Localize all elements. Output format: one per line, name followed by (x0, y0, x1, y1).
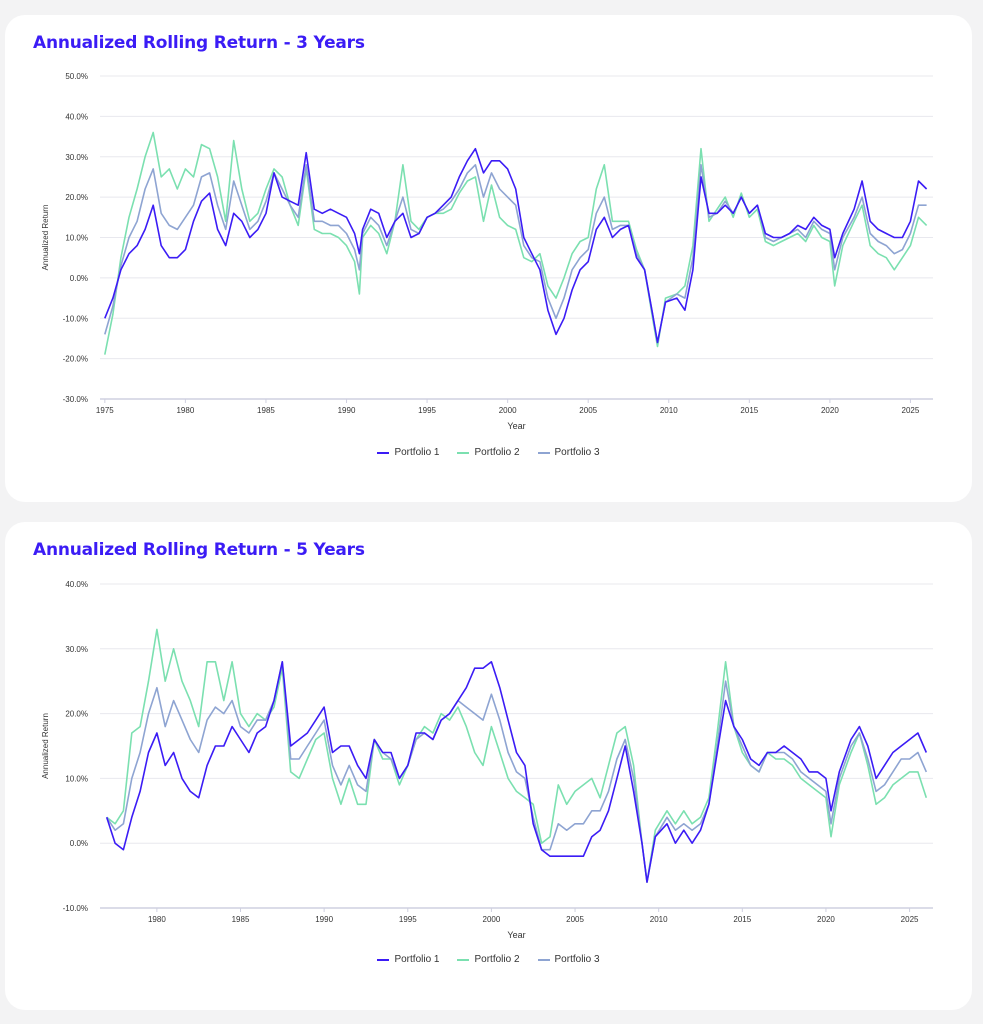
x-tick-label: 1995 (399, 915, 417, 924)
y-tick-label: 20.0% (65, 710, 88, 719)
x-tick-label: 2015 (740, 406, 758, 415)
chart-title: Annualized Rolling Return - 5 Years (33, 540, 365, 560)
x-tick-label: 1980 (176, 406, 194, 415)
y-tick-label: 40.0% (65, 580, 88, 589)
series-line-portfolio-3 (106, 661, 928, 883)
y-tick-label: -20.0% (63, 355, 88, 364)
y-tick-label: 50.0% (65, 72, 88, 81)
chart-card-5-years: Annualized Rolling Return - 5 Years -10.… (5, 522, 972, 1010)
x-tick-label: 2005 (579, 406, 597, 415)
legend: Portfolio 1 Portfolio 2 Portfolio 3 (5, 954, 972, 965)
x-tick-label: 1990 (338, 406, 356, 415)
y-tick-label: -30.0% (63, 395, 88, 404)
y-tick-label: 20.0% (65, 193, 88, 202)
y-tick-label: 30.0% (65, 153, 88, 162)
y-axis-label: Annualized Return (41, 713, 50, 779)
series-line-portfolio-2 (104, 131, 928, 355)
legend-item-portfolio-2[interactable]: Portfolio 2 (457, 447, 520, 458)
x-tick-label: 2015 (733, 915, 751, 924)
legend: Portfolio 1 Portfolio 2 Portfolio 3 (5, 447, 972, 458)
x-axis-label: Year (507, 421, 525, 431)
x-tick-label: 1985 (232, 915, 250, 924)
chart-card-3-years: Annualized Rolling Return - 3 Years -30.… (5, 15, 972, 502)
series-line-portfolio-2 (106, 628, 928, 883)
y-axis-label: Annualized Return (41, 205, 50, 271)
y-tick-label: 10.0% (65, 234, 88, 243)
y-tick-label: -10.0% (63, 904, 88, 913)
y-tick-label: 10.0% (65, 774, 88, 783)
x-tick-label: 1990 (315, 915, 333, 924)
legend-item-portfolio-3[interactable]: Portfolio 3 (537, 447, 600, 458)
y-tick-label: 0.0% (70, 839, 88, 848)
x-tick-label: 2020 (821, 406, 839, 415)
x-tick-label: 2000 (483, 915, 501, 924)
x-tick-label: 2005 (566, 915, 584, 924)
y-tick-label: 0.0% (70, 274, 88, 283)
x-tick-label: 2025 (902, 406, 920, 415)
legend-item-portfolio-1[interactable]: Portfolio 1 (377, 954, 439, 965)
chart-3-years: -30.0% -20.0% -10.0% 0.0% 10.0% 20.0% 30.0% 40.… (41, 72, 933, 431)
x-tick-label: 2000 (499, 406, 517, 415)
y-tick-label: 30.0% (65, 645, 88, 654)
legend-item-portfolio-2[interactable]: Portfolio 2 (457, 954, 520, 965)
series-line-portfolio-1 (104, 147, 928, 344)
x-tick-label: 2025 (901, 915, 919, 924)
chart-5-years: -10.0% 0.0% 10.0% 20.0% 30.0% 40.0% 1980 1985 19… (41, 580, 933, 940)
legend-item-portfolio-3[interactable]: Portfolio 3 (537, 954, 600, 965)
x-tick-label: 2010 (650, 915, 668, 924)
x-tick-label: 1975 (96, 406, 114, 415)
legend-item-portfolio-1[interactable]: Portfolio 1 (377, 447, 439, 458)
x-tick-label: 1995 (418, 406, 436, 415)
x-tick-label: 2010 (660, 406, 678, 415)
x-tick-label: 1985 (257, 406, 275, 415)
x-axis-label: Year (507, 930, 525, 940)
chart-title: Annualized Rolling Return - 3 Years (33, 33, 365, 53)
y-tick-label: -10.0% (63, 314, 88, 323)
series-line-portfolio-1 (105, 661, 928, 883)
x-tick-label: 1980 (148, 915, 166, 924)
x-tick-label: 2020 (817, 915, 835, 924)
y-tick-label: 40.0% (65, 112, 88, 121)
